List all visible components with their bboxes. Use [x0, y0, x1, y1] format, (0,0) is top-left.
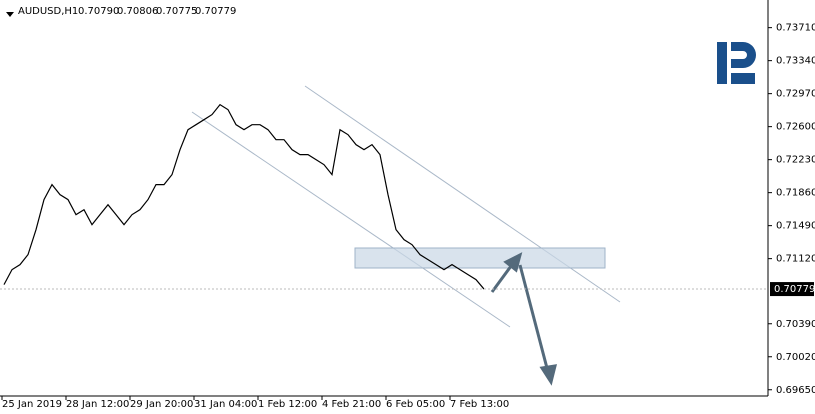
forecast-arrows [490, 252, 558, 386]
y-tick-label: 0.73340 [776, 56, 815, 67]
x-tick-label: 29 Jan 20:00 [130, 399, 193, 410]
header-high: 0.70806 [117, 6, 158, 17]
channel-line [191, 111, 511, 328]
x-tick-label: 25 Jan 2019 [2, 399, 62, 410]
y-tick-label: 0.71120 [776, 254, 815, 265]
menu-triangle [6, 12, 14, 17]
price-line [3, 103, 485, 290]
x-tick-label: 1 Feb 12:00 [258, 399, 317, 410]
y-tick-label: 0.72230 [776, 155, 815, 166]
y-tick-label: 0.69650 [776, 385, 815, 396]
y-tick-label: 0.71860 [776, 188, 815, 199]
logo [717, 42, 756, 84]
y-tick-label: 0.70390 [776, 319, 815, 330]
x-tick-label: 7 Feb 13:00 [450, 399, 509, 410]
zone [354, 247, 606, 269]
header-low: 0.70775 [156, 6, 197, 17]
y-tick-label: 0.71490 [776, 221, 815, 232]
current-price-box [770, 282, 814, 297]
y-tick-label: 0.72600 [776, 122, 815, 133]
y-tick-label: 0.70020 [776, 352, 815, 363]
x-tick-label: 31 Jan 04:00 [194, 399, 257, 410]
header-open: 0.70790 [78, 6, 119, 17]
x-tick-label: 4 Feb 21:00 [322, 399, 381, 410]
header-close: 0.70779 [195, 6, 236, 17]
y-tick-label: 0.72970 [776, 89, 815, 100]
x-tick-label: 6 Feb 05:00 [386, 399, 445, 410]
header-symbol: AUDUSD,H1 [18, 6, 78, 17]
x-tick-label: 28 Jan 12:00 [66, 399, 129, 410]
y-tick-label: 0.73710 [776, 23, 815, 34]
current-price-label: 0.70779 [774, 284, 815, 295]
